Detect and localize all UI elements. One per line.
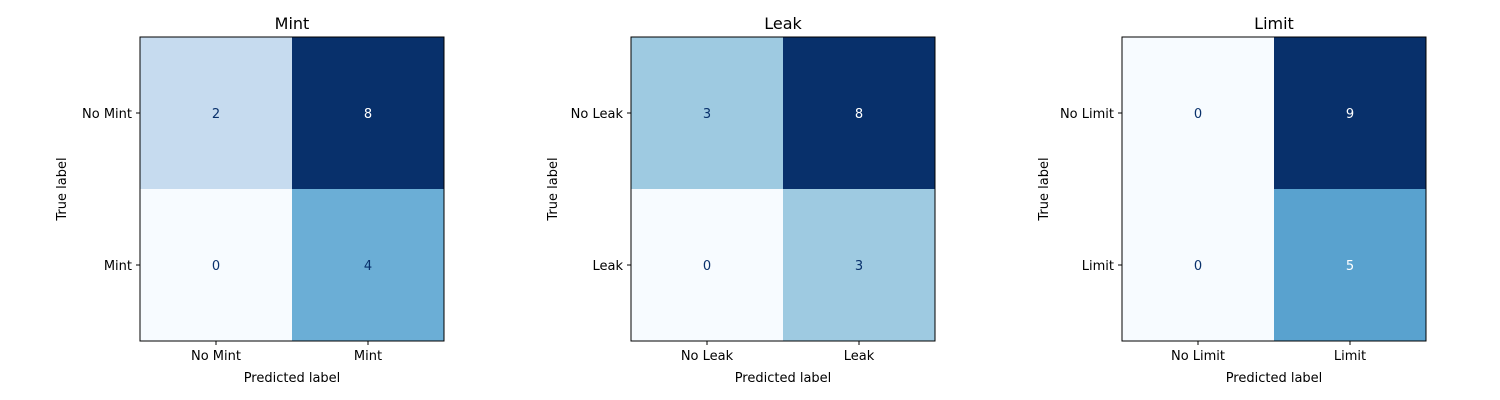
matrix-cell bbox=[292, 189, 444, 341]
cell-value: 0 bbox=[212, 259, 220, 274]
x-tick-label: No Leak bbox=[681, 349, 734, 364]
cell-value: 5 bbox=[1346, 259, 1354, 274]
x-axis-label: Predicted label bbox=[735, 371, 832, 386]
matrix-cell bbox=[140, 189, 292, 341]
matrix-cell bbox=[1274, 37, 1426, 189]
y-tick-label: Limit bbox=[1082, 259, 1114, 274]
matrix-cell bbox=[1122, 37, 1274, 189]
cell-value: 9 bbox=[1346, 107, 1354, 122]
chart-title: Limit bbox=[1254, 14, 1294, 33]
y-axis-label: True label bbox=[55, 157, 70, 221]
chart-title: Mint bbox=[275, 14, 310, 33]
axes-frame bbox=[630, 36, 936, 342]
y-tick-label: No Mint bbox=[82, 107, 132, 122]
cell-value: 8 bbox=[855, 107, 863, 122]
cell-value: 4 bbox=[364, 259, 372, 274]
matrix-cell bbox=[292, 37, 444, 189]
x-tick-label: Mint bbox=[354, 349, 382, 364]
x-axis-label: Predicted label bbox=[1226, 371, 1323, 386]
cell-value: 3 bbox=[703, 107, 711, 122]
y-tick-label: No Leak bbox=[571, 107, 624, 122]
y-axis-label: True label bbox=[546, 157, 561, 221]
axes-frame bbox=[139, 36, 445, 342]
cell-value: 8 bbox=[364, 107, 372, 122]
matrix-cell bbox=[1122, 189, 1274, 341]
x-tick-label: Leak bbox=[844, 349, 875, 364]
x-tick-label: Limit bbox=[1334, 349, 1366, 364]
y-tick-label: Leak bbox=[592, 259, 623, 274]
chart-title: Leak bbox=[764, 14, 802, 33]
cell-value: 2 bbox=[212, 107, 220, 122]
matrix-cell bbox=[631, 189, 783, 341]
confusion-matrix-2: 3 8 0 3 No Leak Leak No Leak Leak Leak Predicted … bbox=[546, 14, 936, 386]
x-tick-label: No Mint bbox=[191, 349, 241, 364]
matrix-cell bbox=[783, 189, 935, 341]
matrix-cell bbox=[783, 37, 935, 189]
confusion-matrix-3: 0 9 0 5 No Limit Limit No Limit Limit Limit Predi… bbox=[1037, 14, 1427, 386]
cell-value: 0 bbox=[1194, 259, 1202, 274]
matrix-cell bbox=[631, 37, 783, 189]
x-tick-label: No Limit bbox=[1171, 349, 1225, 364]
y-tick-label: No Limit bbox=[1060, 107, 1114, 122]
x-axis-label: Predicted label bbox=[244, 371, 341, 386]
cell-value: 0 bbox=[1194, 107, 1202, 122]
matrix-cell bbox=[140, 37, 292, 189]
axes-frame bbox=[1121, 36, 1427, 342]
cell-value: 3 bbox=[855, 259, 863, 274]
matrix-cell bbox=[1274, 189, 1426, 341]
y-tick-label: Mint bbox=[104, 259, 132, 274]
y-axis-label: True label bbox=[1037, 157, 1052, 221]
confusion-matrix-1: 2 8 0 4 No Mint Mint No Mint Mint Mint Predicted … bbox=[55, 14, 445, 386]
cell-value: 0 bbox=[703, 259, 711, 274]
